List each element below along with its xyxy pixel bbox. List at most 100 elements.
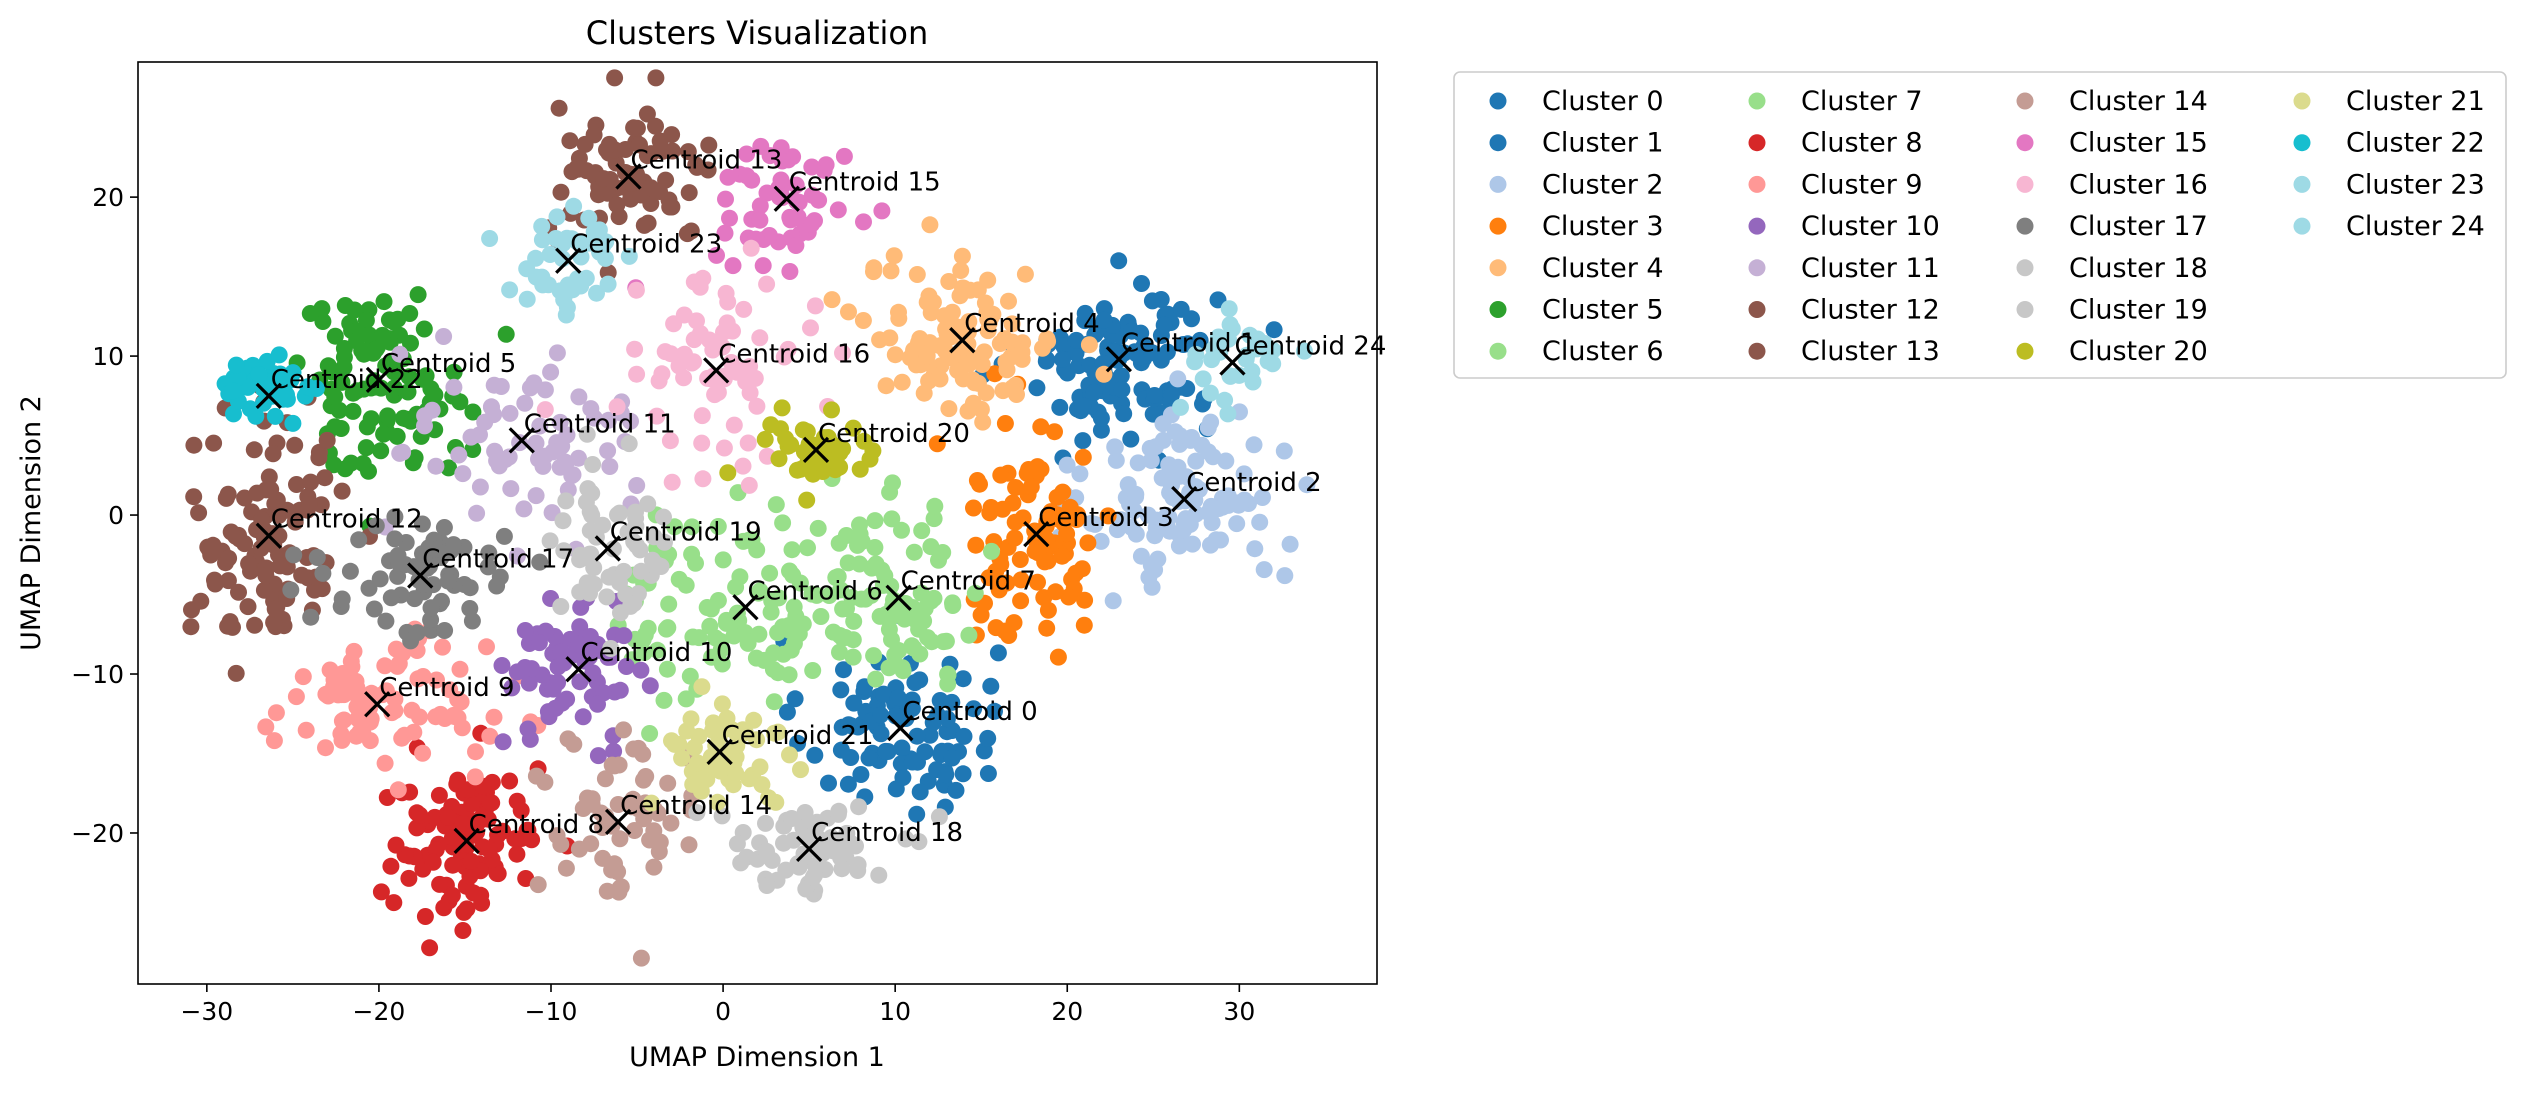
data-point (318, 431, 336, 449)
data-point (659, 619, 677, 637)
centroid-x-stroke (364, 691, 391, 718)
data-point (1298, 476, 1316, 494)
centroid-marker-17: Centroid 17 (407, 544, 574, 589)
series-cluster-17 (282, 508, 549, 650)
data-point (1158, 343, 1176, 361)
data-point (930, 808, 948, 826)
data-point (1008, 386, 1025, 403)
data-point (1018, 465, 1036, 482)
data-point (1012, 571, 1030, 589)
legend-item: Cluster 11 (1748, 253, 1940, 284)
data-point (1106, 438, 1124, 456)
data-point (572, 160, 590, 178)
data-point (706, 386, 724, 404)
data-point (1085, 383, 1103, 401)
data-point (648, 641, 666, 659)
data-point (643, 551, 661, 569)
data-point (286, 436, 304, 454)
data-point (893, 373, 911, 391)
data-point (1053, 547, 1071, 565)
data-point (376, 657, 394, 675)
data-point (844, 419, 862, 437)
centroid-label: Centroid 24 (1234, 331, 1386, 361)
data-point (1081, 356, 1099, 374)
data-point (996, 415, 1014, 432)
data-point (285, 546, 303, 564)
data-point (1046, 423, 1063, 441)
legend-items: Cluster 0 Cluster 1 Cluster 2 Cluster 3 Clus… (1489, 86, 2485, 367)
data-point (650, 372, 668, 390)
data-point (385, 894, 403, 912)
data-point (558, 690, 576, 708)
data-point (1217, 452, 1235, 470)
data-point (921, 726, 939, 744)
data-point (681, 667, 699, 685)
data-point (270, 498, 288, 516)
legend-item: Cluster 14 (2016, 86, 2208, 117)
data-point (772, 139, 790, 157)
data-point (332, 420, 350, 437)
data-point (554, 512, 572, 530)
data-point (462, 852, 480, 870)
plot-frame (137, 61, 1378, 985)
centroid-x-stroke (255, 522, 282, 549)
x-axis-label: UMAP Dimension 1 (629, 1042, 885, 1073)
data-point (717, 190, 734, 208)
data-point (857, 590, 874, 608)
data-point (424, 853, 442, 871)
data-point (777, 430, 795, 448)
data-point (531, 553, 549, 571)
legend-label: Cluster 3 (1542, 211, 1664, 242)
data-point (466, 768, 484, 786)
data-point (998, 361, 1016, 379)
data-point (463, 795, 481, 813)
centroid-x-stroke (365, 366, 393, 394)
legend-marker (2016, 259, 2034, 277)
data-point (431, 875, 449, 893)
centroid-label: Centroid 17 (422, 544, 574, 574)
data-point (190, 504, 208, 522)
data-point (1058, 525, 1076, 543)
data-point (426, 808, 444, 826)
data-point (760, 227, 778, 244)
data-point (739, 634, 757, 652)
data-point (626, 340, 644, 358)
legend-label: Cluster 19 (2069, 295, 2208, 326)
data-point (548, 208, 566, 226)
data-point (1022, 478, 1040, 496)
data-point (414, 668, 432, 685)
data-point (910, 833, 928, 851)
data-point (855, 432, 873, 450)
data-point (940, 400, 958, 418)
data-point (367, 340, 385, 358)
legend-item: Cluster 20 (2016, 336, 2208, 367)
data-point (767, 496, 785, 514)
data-point (620, 247, 638, 265)
data-point (422, 611, 440, 629)
centroid-x-stroke (1105, 346, 1133, 373)
data-point (881, 483, 899, 501)
data-point (989, 644, 1007, 662)
data-point (598, 882, 616, 900)
data-point (975, 343, 993, 361)
data-point (599, 275, 617, 293)
data-point (925, 589, 943, 607)
data-point (454, 465, 472, 483)
data-point (1241, 326, 1259, 344)
legend-marker (1748, 175, 1766, 193)
data-point (642, 179, 660, 197)
data-point (1162, 386, 1180, 404)
data-point (967, 536, 985, 554)
data-point (662, 814, 680, 832)
data-point (1115, 405, 1133, 423)
ticks-layer: −30 −20 −10 0 10 20 30 −20 −10 0 10 20 (71, 183, 1255, 1026)
data-point (660, 595, 678, 613)
data-point (1246, 540, 1264, 558)
data-point (408, 819, 426, 837)
data-point (579, 480, 597, 498)
data-point (831, 627, 849, 644)
data-point (709, 793, 726, 811)
legend-label: Cluster 9 (1801, 169, 1923, 200)
data-point (594, 849, 612, 867)
data-point (865, 647, 883, 665)
